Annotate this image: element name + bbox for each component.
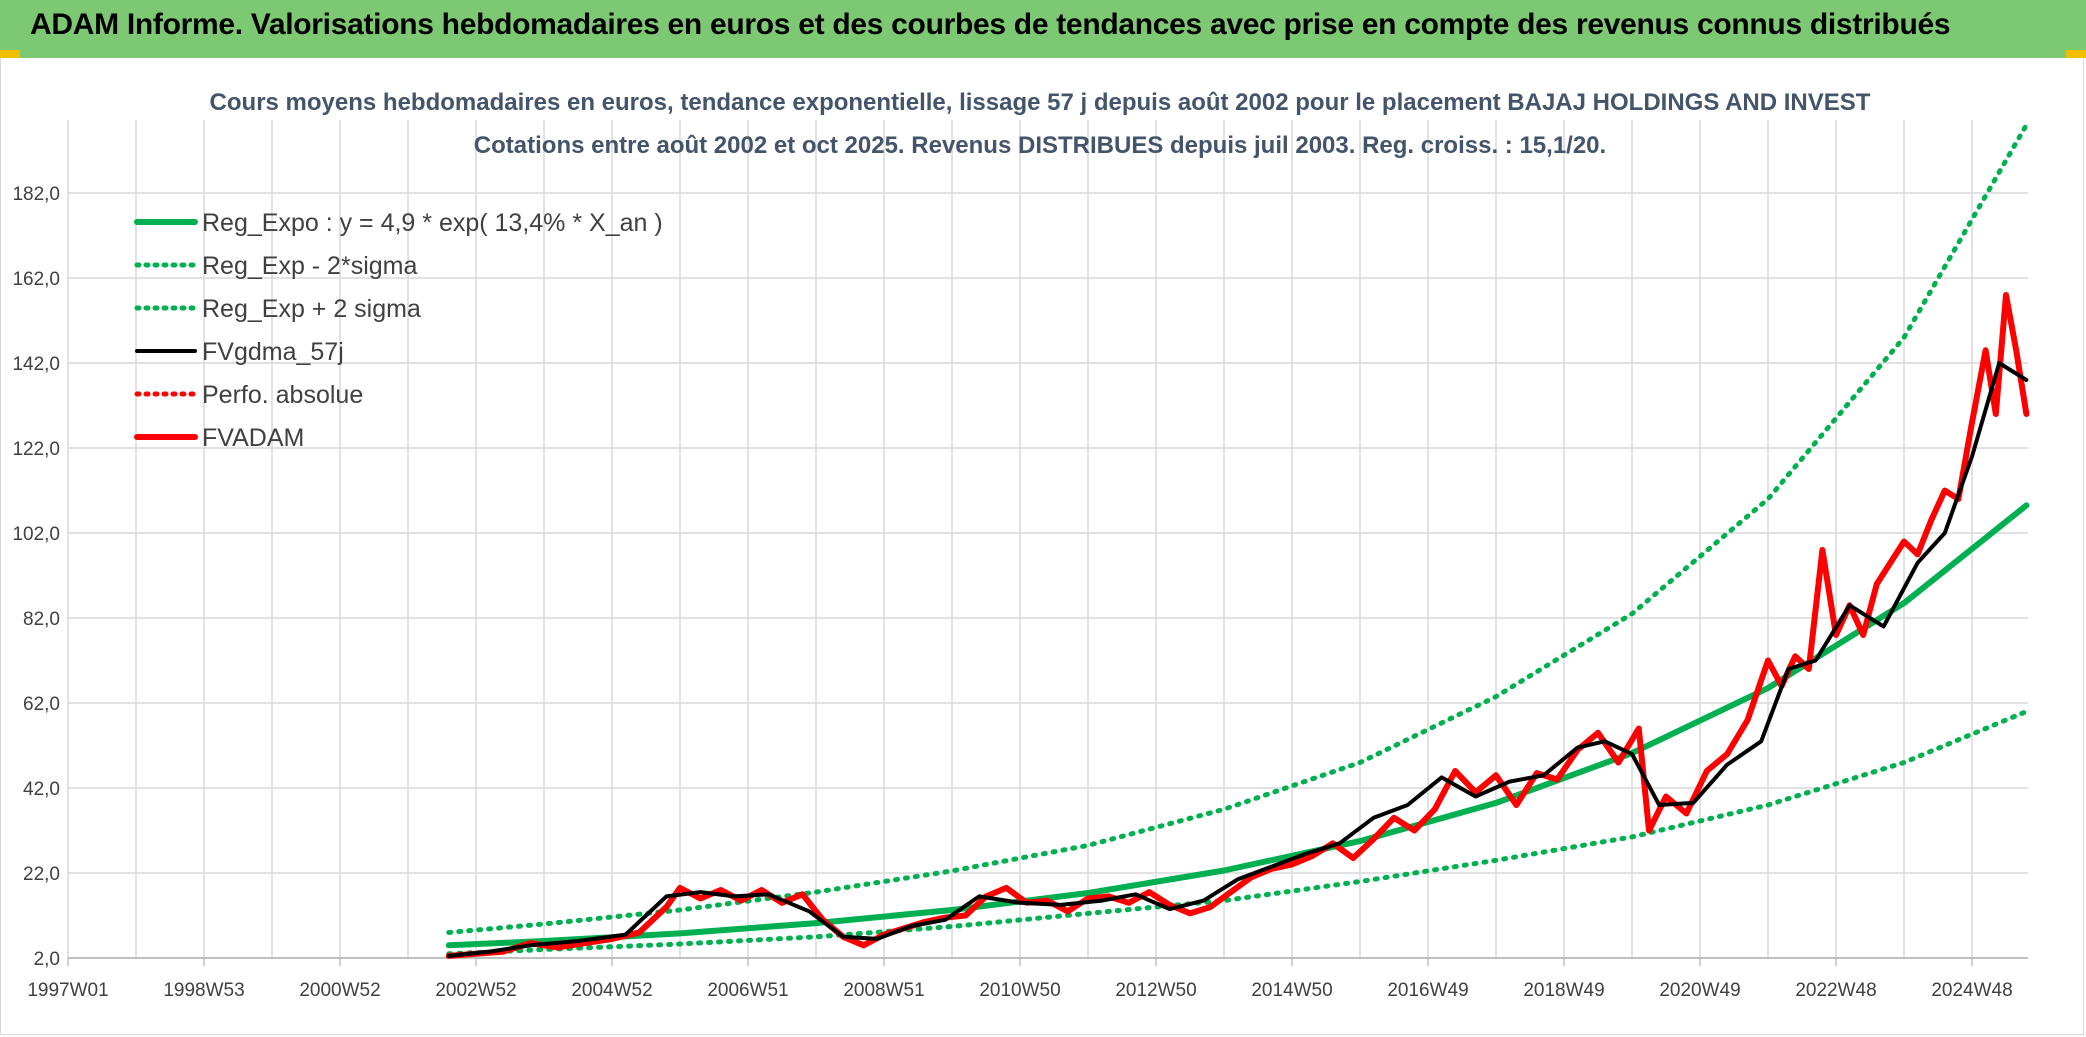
x-tick-label: 2018W49 <box>1523 980 1604 1001</box>
y-tick-label: 162,0 <box>12 269 60 290</box>
x-tick-label: 2002W52 <box>435 980 516 1001</box>
x-tick-label: 2024W48 <box>1931 980 2012 1001</box>
x-tick-label: 2004W52 <box>571 980 652 1001</box>
y-tick-label: 182,0 <box>12 184 60 205</box>
x-tick-label: 2012W50 <box>1115 980 1196 1001</box>
y-tick-label: 82,0 <box>23 609 60 630</box>
chart-subtitle: Cotations entre août 2002 et oct 2025. R… <box>474 132 1606 159</box>
report-header: ADAM Informe. Valorisations hebdomadaire… <box>0 0 2086 58</box>
header-right-accent <box>2066 50 2086 58</box>
chart-legend: Reg_Expo : y = 4,9 * exp( 13,4% * X_an )… <box>134 209 663 452</box>
header-left-accent <box>0 50 20 58</box>
report-title: ADAM Informe. Valorisations hebdomadaire… <box>30 8 1951 41</box>
x-tick-label: 2008W51 <box>843 980 924 1001</box>
chart-grid <box>67 120 2028 966</box>
x-tick-label: 2016W49 <box>1387 980 1468 1001</box>
y-tick-label: 2,0 <box>34 949 60 970</box>
y-tick-label: 22,0 <box>23 864 60 885</box>
y-tick-label: 142,0 <box>12 354 60 375</box>
x-tick-label: 2010W50 <box>979 980 1060 1001</box>
legend-label-0: Reg_Expo : y = 4,9 * exp( 13,4% * X_an ) <box>202 209 663 237</box>
y-tick-label: 42,0 <box>23 779 60 800</box>
x-tick-label: 2000W52 <box>299 980 380 1001</box>
series-line-1 <box>446 709 2029 957</box>
y-tick-label: 62,0 <box>23 694 60 715</box>
legend-label-5: FVADAM <box>202 424 304 452</box>
chart-frame <box>0 58 2084 1035</box>
chart-title: Cours moyens hebdomadaires en euros, ten… <box>210 89 1871 116</box>
legend-label-3: FVgdma_57j <box>202 338 344 366</box>
y-tick-label: 122,0 <box>12 439 60 460</box>
legend-label-1: Reg_Exp - 2*sigma <box>202 252 417 280</box>
legend-label-4: Perfo. absolue <box>202 381 363 409</box>
plot-area <box>445 122 2030 959</box>
x-tick-label: 1998W53 <box>163 980 244 1001</box>
y-tick-label: 102,0 <box>12 524 60 545</box>
x-tick-label: 2022W48 <box>1795 980 1876 1001</box>
x-tick-label: 1997W01 <box>27 980 108 1001</box>
series-line-3 <box>446 361 2029 958</box>
x-tick-label: 2020W49 <box>1659 980 1740 1001</box>
series-line-2 <box>446 122 2029 935</box>
series-line-0 <box>445 502 2030 949</box>
legend-label-2: Reg_Exp + 2 sigma <box>202 295 421 323</box>
series-line-5 <box>445 292 2030 959</box>
x-tick-label: 2014W50 <box>1251 980 1332 1001</box>
x-tick-label: 2006W51 <box>707 980 788 1001</box>
axis-tick-labels: 2,0 22,0 42,0 62,0 82,0 102,0 122,0 142,0 162,0 1… <box>12 184 2012 1001</box>
